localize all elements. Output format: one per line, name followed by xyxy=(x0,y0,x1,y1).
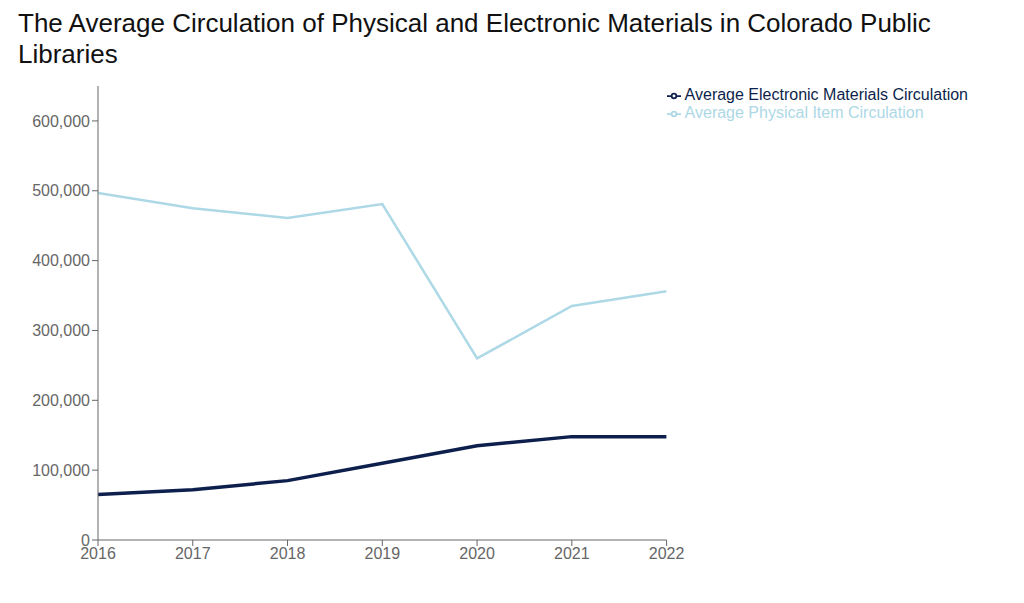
svg-text:2018: 2018 xyxy=(270,545,306,562)
svg-text:500,000: 500,000 xyxy=(32,182,90,199)
svg-text:300,000: 300,000 xyxy=(32,322,90,339)
svg-text:2017: 2017 xyxy=(175,545,211,562)
html-text:Average Physical Item Circulat: Average Physical Item Circulation xyxy=(684,104,924,121)
html-text:Average Electronic Materials C: Average Electronic Materials Circulation xyxy=(684,86,968,103)
svg-text:2021: 2021 xyxy=(554,545,590,562)
svg-text:100,000: 100,000 xyxy=(32,462,90,479)
html-text:The Average Circulation of Phy: The Average Circulation of Physical and … xyxy=(18,8,931,69)
svg-text:2022: 2022 xyxy=(649,545,685,562)
svg-text:400,000: 400,000 xyxy=(32,252,90,269)
svg-text:2020: 2020 xyxy=(459,545,495,562)
svg-text:600,000: 600,000 xyxy=(32,113,90,130)
svg-text:0: 0 xyxy=(81,532,90,549)
svg-text:200,000: 200,000 xyxy=(32,392,90,409)
svg-text:2016: 2016 xyxy=(80,545,116,563)
svg-text:2019: 2019 xyxy=(365,545,401,562)
